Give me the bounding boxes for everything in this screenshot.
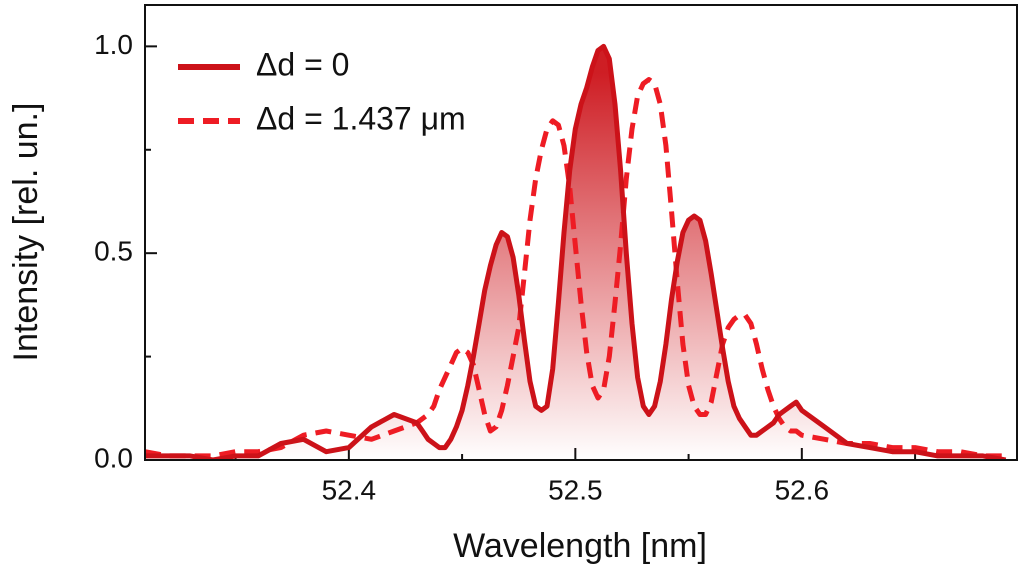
x-tick-label: 52.6 [775,474,830,505]
line [145,77,1006,459]
y-axis-label: Intensity [rel. un.] [7,103,45,362]
legend-label: Δd = 1.437 μm [256,100,466,136]
x-axis-label: Wavelength [nm] [453,527,707,565]
plot-frame [144,4,1018,461]
legend-label: Δd = 0 [256,46,349,82]
x-tick-label: 52.5 [548,474,603,505]
x-tick-label: 52.4 [322,474,377,505]
y-tick-label: 1.0 [94,29,133,60]
y-tick-label: 0.5 [94,236,133,267]
y-tick-label: 0.0 [94,442,133,473]
line [145,43,1007,460]
